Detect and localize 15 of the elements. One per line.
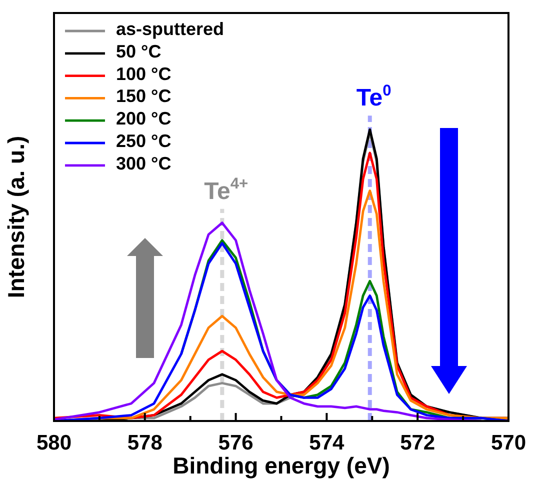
legend-label: 100 °C (116, 64, 172, 84)
legend-label: 150 °C (116, 86, 172, 106)
legend-label: 300 °C (116, 153, 172, 174)
legend-label: 250 °C (116, 130, 172, 151)
legend-label: 200 °C (116, 108, 172, 129)
x-tick-label: 580 (36, 431, 72, 454)
x-tick-label: 570 (490, 431, 526, 454)
legend-label: 50 °C (116, 41, 162, 62)
x-tick-label: 578 (127, 431, 163, 454)
y-axis-title: Intensity (a. u.) (3, 136, 30, 298)
x-tick-label: 576 (218, 431, 254, 454)
x-tick-label: 572 (400, 431, 436, 454)
x-axis-title: Binding energy (eV) (172, 452, 390, 479)
x-tick-label: 574 (309, 431, 345, 454)
legend-label: as-sputtered (116, 18, 224, 39)
